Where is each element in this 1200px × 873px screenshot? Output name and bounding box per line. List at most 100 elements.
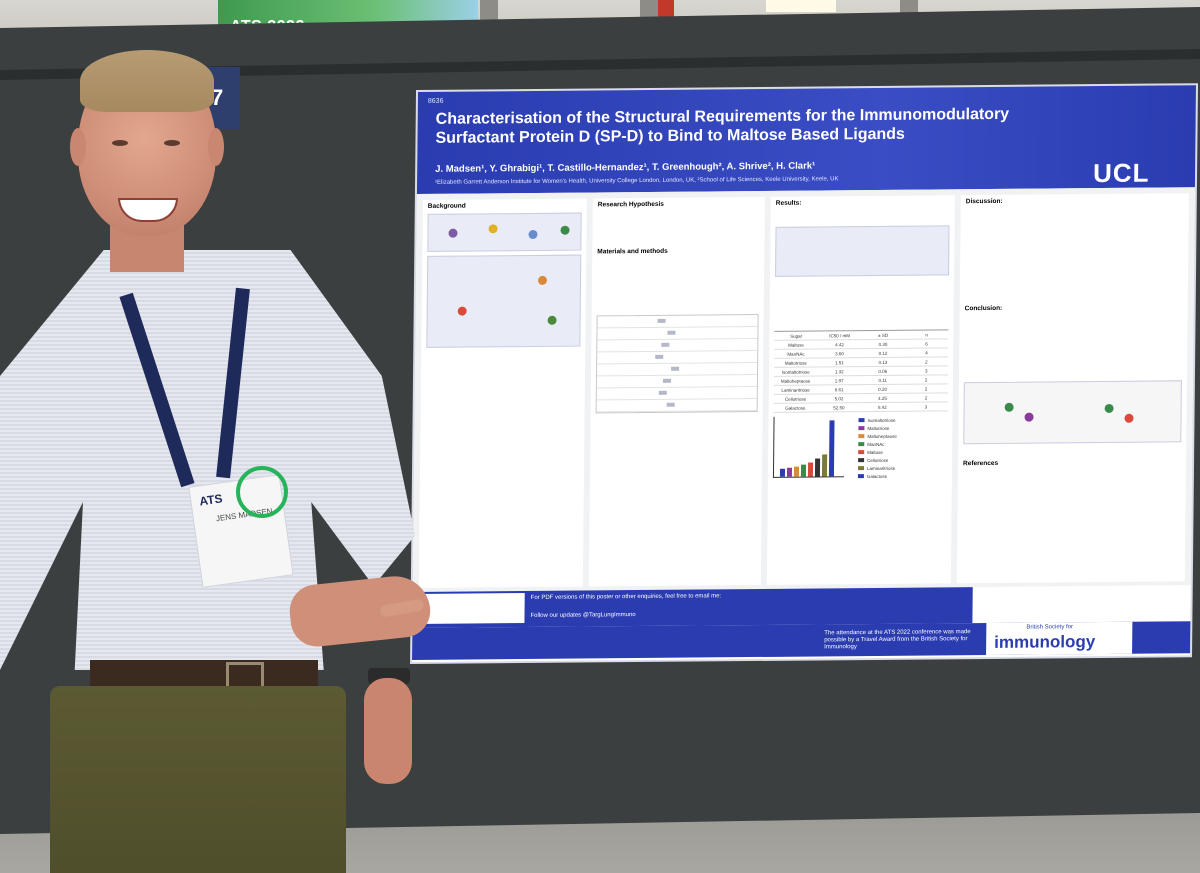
section-heading: Results: xyxy=(775,199,802,207)
figure-glyph xyxy=(488,224,498,234)
table-row: Galactose 52.50 8.42 3 xyxy=(773,402,948,413)
column-background: Background xyxy=(418,198,587,588)
section-heading: Research Hypothesis xyxy=(597,200,664,209)
table-cell: 2 xyxy=(925,359,928,365)
bar xyxy=(807,462,814,477)
table-cell: 3 xyxy=(924,404,928,410)
eye xyxy=(164,140,180,146)
figure-glyph xyxy=(537,275,548,285)
legend-item: Galactose xyxy=(857,472,897,480)
table-cell: 8.42 xyxy=(877,404,887,410)
trousers xyxy=(50,686,346,873)
chart-legend: Isomaltotriose Maltotriose Maltoheptaose… xyxy=(857,416,897,480)
table-cell: 0.12 xyxy=(878,350,888,356)
table-cell: 0.06 xyxy=(878,368,888,374)
ear xyxy=(208,128,224,166)
section-heading: Materials and methods xyxy=(597,247,668,256)
section-heading: Discussion: xyxy=(965,197,1003,206)
structure-glyph xyxy=(662,378,671,383)
badge-clip xyxy=(236,466,288,518)
structure-glyph xyxy=(671,366,680,371)
research-poster: 8636 Characterisation of the Structural … xyxy=(412,85,1196,662)
structure-figure xyxy=(963,380,1182,445)
bar xyxy=(800,464,807,477)
saccharide-table xyxy=(595,314,759,414)
bar xyxy=(779,468,786,477)
bsi-logo-text: immunology xyxy=(994,632,1096,652)
table-header: n xyxy=(925,332,928,338)
table-cell: 3.60 xyxy=(835,350,844,356)
figure-2 xyxy=(426,254,582,348)
poster-header: 8636 Characterisation of the Structural … xyxy=(416,85,1196,194)
table-cell: 0.30 xyxy=(878,341,888,347)
column-discussion: Discussion: Conclusion: References xyxy=(956,193,1189,584)
figure-glyph xyxy=(528,229,538,240)
table-cell: 8.61 xyxy=(834,386,844,392)
figure-glyph xyxy=(457,306,467,316)
poster-affiliations: ¹Elizabeth Garrett Anderson Institute fo… xyxy=(435,176,839,186)
poster-title: Characterisation of the Structural Requi… xyxy=(435,105,1010,147)
table-cell: 4.25 xyxy=(878,395,887,401)
bar xyxy=(821,454,828,477)
table-cell: ManNAc xyxy=(787,351,805,357)
table-cell: Laminaritriose xyxy=(781,387,810,393)
ear xyxy=(70,128,86,166)
figure-glyph xyxy=(560,225,570,235)
bar xyxy=(786,467,793,477)
figure-glyph xyxy=(547,315,557,325)
table-cell: 1.32 xyxy=(834,368,844,374)
poster-authors: J. Madsen¹, Y. Ghrabigi¹, T. Castillo-He… xyxy=(435,160,816,175)
bar-chart-figure: Isomaltotriose Maltotriose Maltoheptaose… xyxy=(768,415,953,480)
structure-glyph xyxy=(658,390,667,395)
table-cell: 2 xyxy=(924,377,928,383)
structure-glyph xyxy=(661,342,670,347)
figure-3 xyxy=(775,225,950,277)
bsi-logo-small-text: British Society for xyxy=(1026,624,1074,631)
table-cell: 4 xyxy=(925,350,928,356)
ic50-bar-chart xyxy=(772,416,845,478)
table-row xyxy=(596,399,757,413)
table-header: ± SD xyxy=(878,332,889,338)
structure-glyph xyxy=(657,318,666,323)
ceiling-light xyxy=(766,0,836,12)
table-cell: 1.51 xyxy=(834,359,844,365)
table-cell: 5.02 xyxy=(834,395,844,401)
table-cell: 0.13 xyxy=(878,359,888,365)
bar xyxy=(793,466,800,477)
bar xyxy=(814,458,821,477)
figure-glyph xyxy=(1124,413,1134,423)
bar xyxy=(828,420,835,477)
footer-contact-bar: For PDF versions of this poster or other… xyxy=(412,587,973,628)
table-cell: Cellotriose xyxy=(784,396,807,402)
table-cell: Maltoheptaose xyxy=(780,378,811,384)
ic50-table: Sugar IC50 / mM ± SD n Maltose 4.42 0.30… xyxy=(773,329,949,413)
poster-body: Background Research Hypothesis Materials… xyxy=(412,187,1195,592)
twitter-text: Follow our updates @TargLungImmuno xyxy=(530,612,636,619)
table-cell: 0.11 xyxy=(878,377,887,383)
eye xyxy=(112,140,128,146)
table-cell: 6 xyxy=(925,341,928,347)
section-heading: Background xyxy=(427,202,466,210)
table-cell: Maltotriose xyxy=(784,360,807,366)
table-cell: 2 xyxy=(924,386,928,392)
travel-award-text: The attendance at the ATS 2022 conferenc… xyxy=(824,629,971,651)
hanging-hand xyxy=(364,678,412,784)
badge-org: ATS xyxy=(198,491,224,509)
hair xyxy=(80,50,214,112)
table-cell: 4.42 xyxy=(835,341,844,347)
figure-glyph xyxy=(1024,412,1034,422)
figure-glyph xyxy=(1004,402,1014,412)
presenter: ATS JENS MADSEN xyxy=(0,40,440,873)
structure-glyph xyxy=(666,402,675,407)
figure-glyph xyxy=(448,228,458,238)
ucl-logo: UCL xyxy=(1092,157,1150,189)
table-cell: 0.20 xyxy=(878,386,887,392)
table-cell: 2 xyxy=(924,395,928,401)
figure-glyph xyxy=(1104,403,1114,413)
section-heading: References xyxy=(963,459,999,468)
table-cell: 1.97 xyxy=(834,377,844,383)
table-cell: 3 xyxy=(924,368,928,374)
table-header: IC50 / mM xyxy=(829,332,851,338)
table-cell: 52.50 xyxy=(833,404,845,410)
